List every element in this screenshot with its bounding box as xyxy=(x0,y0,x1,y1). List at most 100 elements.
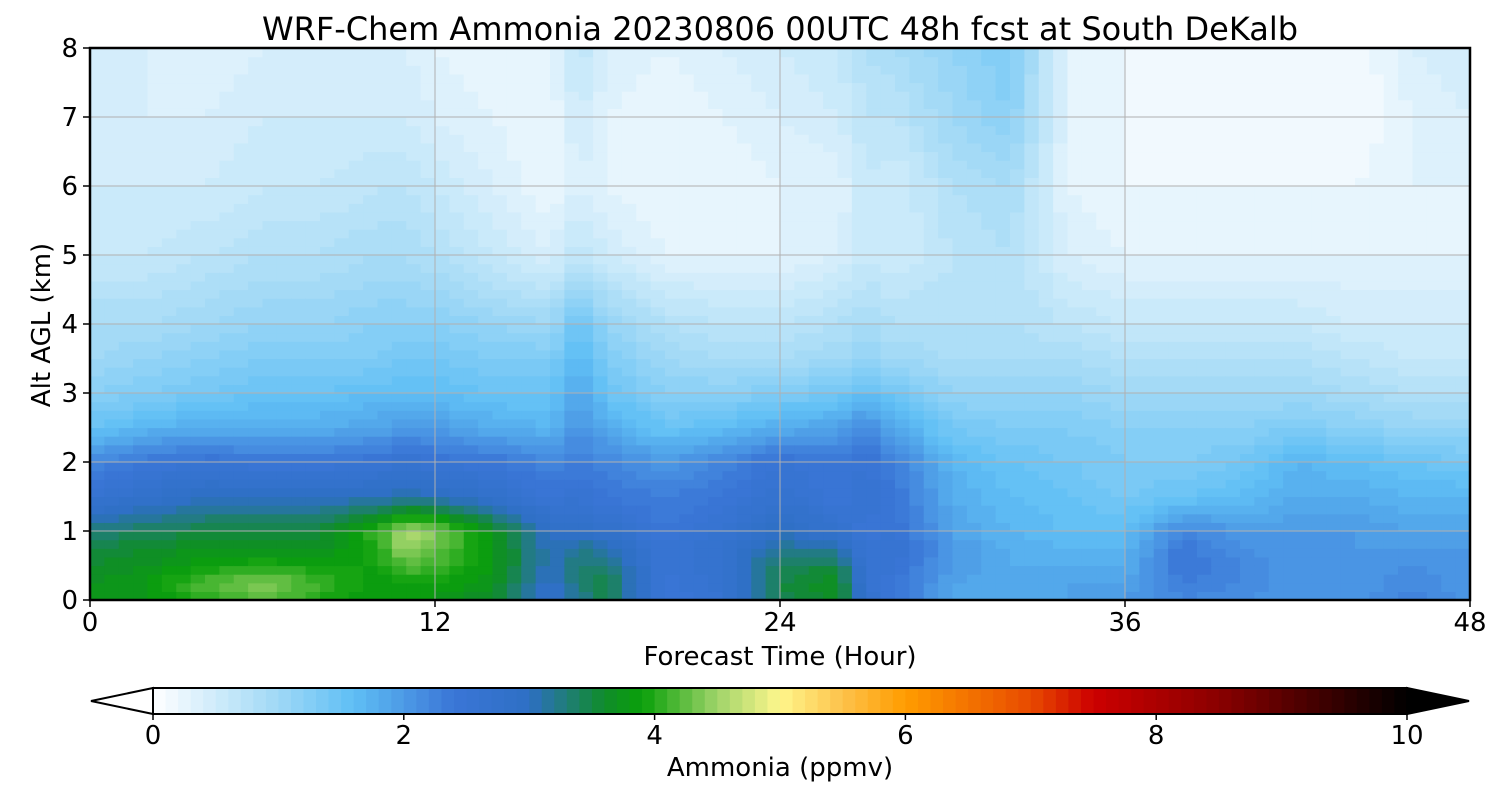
heatmap-cell xyxy=(564,393,580,403)
heatmap-cell xyxy=(736,168,752,178)
heatmap-cell xyxy=(1096,349,1112,360)
heatmap-cell xyxy=(478,315,494,325)
heatmap-cell xyxy=(1053,349,1069,360)
heatmap-cell xyxy=(1010,436,1025,446)
heatmap-cell xyxy=(176,591,192,601)
heatmap-cell xyxy=(1024,177,1040,187)
heatmap-cell xyxy=(1053,418,1069,429)
heatmap-cell xyxy=(478,453,494,463)
heatmap-cell xyxy=(1182,255,1198,265)
heatmap-cell xyxy=(938,237,954,247)
heatmap-cell xyxy=(765,487,781,498)
heatmap-cell xyxy=(952,324,968,334)
heatmap-cell xyxy=(981,289,997,299)
heatmap-cell xyxy=(693,479,709,489)
heatmap-cell xyxy=(895,272,910,282)
heatmap-cell xyxy=(535,91,551,101)
heatmap-cell xyxy=(1196,393,1212,403)
heatmap-cell xyxy=(1081,73,1097,84)
heatmap-cell xyxy=(377,487,393,498)
heatmap-cell xyxy=(736,324,752,334)
heatmap-cell xyxy=(377,151,393,161)
heatmap-cell xyxy=(118,142,134,153)
heatmap-cell xyxy=(363,177,379,187)
heatmap-cell xyxy=(794,229,810,239)
heatmap-cell xyxy=(679,280,695,291)
heatmap-cell xyxy=(463,462,479,472)
heatmap-cell xyxy=(866,220,882,230)
heatmap-cell xyxy=(104,82,120,92)
heatmap-cell xyxy=(118,496,134,506)
heatmap-cell xyxy=(420,160,436,170)
heatmap-cell xyxy=(679,56,695,66)
heatmap-cell xyxy=(104,324,120,334)
heatmap-cell xyxy=(492,393,508,403)
heatmap-cell xyxy=(851,315,867,325)
heatmap-cell xyxy=(808,591,824,601)
heatmap-cell xyxy=(205,125,220,135)
heatmap-cell xyxy=(521,237,537,247)
heatmap-cell xyxy=(880,73,896,84)
heatmap-cell xyxy=(348,548,364,558)
heatmap-cell xyxy=(952,211,968,222)
heatmap-cell xyxy=(1196,99,1212,109)
heatmap-cell xyxy=(1038,324,1054,334)
heatmap-cell xyxy=(1168,99,1184,109)
heatmap-cell xyxy=(665,298,680,308)
heatmap-cell xyxy=(995,306,1011,316)
heatmap-cell xyxy=(564,522,580,532)
heatmap-cell xyxy=(1196,531,1212,541)
heatmap-cell xyxy=(176,246,192,256)
heatmap-cell xyxy=(866,591,882,601)
heatmap-cell xyxy=(923,160,939,170)
heatmap-cell xyxy=(1153,229,1169,239)
heatmap-cell xyxy=(550,272,565,282)
heatmap-cell xyxy=(1125,168,1140,178)
heatmap-cell xyxy=(219,91,235,101)
heatmap-cell xyxy=(320,65,335,75)
heatmap-cell xyxy=(938,108,954,118)
heatmap-cell xyxy=(564,496,580,506)
heatmap-cell xyxy=(90,324,105,334)
heatmap-cell xyxy=(1139,186,1155,196)
heatmap-cell xyxy=(463,237,479,247)
heatmap-cell xyxy=(708,427,724,437)
heatmap-cell xyxy=(1139,177,1155,187)
heatmap-cell xyxy=(650,306,666,316)
heatmap-cell xyxy=(679,229,695,239)
heatmap-cell xyxy=(176,220,192,230)
heatmap-cell xyxy=(722,125,738,135)
heatmap-cell xyxy=(995,522,1011,532)
heatmap-cell xyxy=(435,349,450,360)
heatmap-cell xyxy=(190,229,206,239)
heatmap-cell xyxy=(291,134,307,144)
heatmap-cell xyxy=(449,332,465,342)
heatmap-cell xyxy=(348,358,364,368)
heatmap-cell xyxy=(708,358,724,368)
heatmap-cell xyxy=(463,151,479,161)
heatmap-cell xyxy=(736,306,752,316)
heatmap-cell xyxy=(377,341,393,351)
heatmap-cell xyxy=(780,125,795,135)
heatmap-cell xyxy=(420,462,436,472)
heatmap-cell xyxy=(1139,48,1155,58)
heatmap-cell xyxy=(492,401,508,411)
heatmap-cell xyxy=(190,82,206,92)
heatmap-cell xyxy=(1038,255,1054,265)
heatmap-cell xyxy=(780,324,795,334)
heatmap-cell xyxy=(780,513,795,523)
heatmap-cell xyxy=(1096,91,1112,101)
heatmap-cell xyxy=(521,556,537,567)
heatmap-cell xyxy=(708,237,724,247)
heatmap-cell xyxy=(90,470,105,480)
heatmap-cell xyxy=(1110,220,1126,230)
heatmap-cell xyxy=(693,349,709,360)
heatmap-cell xyxy=(866,367,882,377)
heatmap-cell xyxy=(765,194,781,204)
heatmap-cell xyxy=(578,108,594,118)
heatmap-cell xyxy=(1168,574,1184,584)
heatmap-cell xyxy=(1110,410,1126,420)
heatmap-cell xyxy=(90,315,105,325)
heatmap-cell xyxy=(248,237,264,247)
heatmap-cell xyxy=(736,272,752,282)
